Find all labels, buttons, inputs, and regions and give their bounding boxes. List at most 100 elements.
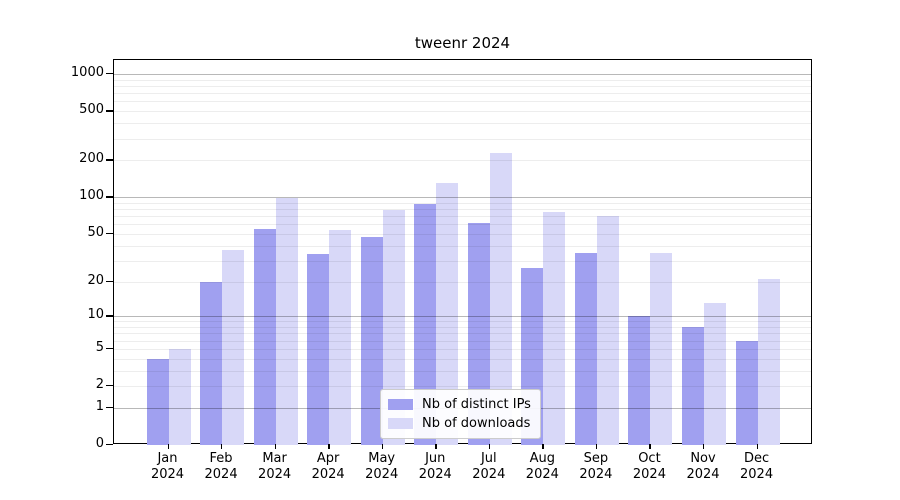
x-tick-mark-aug (542, 444, 544, 449)
bar-oct-downloads (650, 252, 673, 445)
x-tick-label-feb: Feb 2024 (204, 451, 238, 482)
gridline-minor-900 (114, 79, 811, 81)
y-tick-label-0: 0 (95, 436, 104, 451)
bar-dec-distinct-ips (735, 340, 758, 445)
y-tick-mark-500 (106, 110, 113, 112)
gridline-minor-40 (114, 245, 811, 247)
y-tick-mark-2 (106, 385, 113, 387)
bar-sep-downloads (596, 216, 619, 445)
x-tick-mark-nov (703, 444, 705, 449)
gridline-minor-300 (114, 138, 811, 140)
gridline-minor-60 (114, 224, 811, 226)
gridline-major-100 (114, 197, 811, 199)
bar-feb-downloads (222, 249, 245, 445)
gridline-minor-5 (114, 348, 811, 350)
bar-apr-downloads (329, 229, 352, 445)
y-tick-label-1000: 1000 (70, 65, 104, 80)
y-tick-label-200: 200 (79, 151, 104, 167)
x-tick-label-jan: Jan 2024 (150, 451, 185, 482)
y-tick-mark-0 (106, 444, 113, 446)
bar-sep-distinct-ips (574, 252, 597, 445)
bar-nov-distinct-ips (682, 327, 704, 445)
gridline-minor-20 (114, 281, 811, 283)
legend-label-distinct-ips: Nb of distinct IPs (422, 397, 531, 412)
gridline-minor-6 (114, 340, 811, 342)
plot-area (113, 59, 812, 445)
x-tick-label-apr: Apr 2024 (311, 451, 345, 482)
y-tick-mark-1000 (106, 73, 113, 75)
legend-swatch-downloads (388, 418, 413, 429)
y-tick-mark-100 (106, 196, 113, 198)
bar-jun-distinct-ips (414, 203, 437, 445)
gridline-minor-8 (114, 327, 811, 328)
gridline-minor-3 (114, 370, 811, 372)
gridline-minor-600 (114, 101, 811, 103)
x-tick-mark-mar (274, 444, 276, 449)
gridline-minor-80 (114, 209, 811, 211)
gridline-minor-500 (114, 111, 811, 113)
y-tick-mark-10 (106, 315, 113, 317)
gridline-minor-400 (114, 123, 811, 125)
bar-nov-downloads (704, 303, 726, 445)
bar-jun-downloads (436, 183, 459, 445)
chart-title: tweenr 2024 (414, 34, 511, 52)
y-tick-label-10: 10 (87, 307, 104, 323)
x-tick-label-oct: Oct 2024 (632, 451, 666, 482)
x-tick-mark-jan (167, 444, 169, 449)
legend: Nb of distinct IPs Nb of downloads (380, 389, 541, 439)
x-tick-label-mar: Mar 2024 (258, 451, 292, 482)
x-tick-mark-sep (595, 444, 598, 449)
x-tick-label-nov: Nov 2024 (686, 451, 720, 482)
x-tick-label-jun: Jun 2024 (418, 451, 452, 482)
x-tick-label-may: May 2024 (365, 451, 399, 482)
bar-dec-downloads (757, 279, 780, 445)
x-tick-mark-jul (488, 444, 491, 449)
bar-jul-downloads (489, 153, 512, 445)
y-tick-mark-20 (106, 280, 113, 282)
bar-mar-distinct-ips (253, 228, 276, 445)
x-tick-label-jul: Jul 2024 (472, 451, 506, 482)
grid-layer (114, 60, 811, 443)
gridline-minor-4 (114, 358, 811, 360)
legend-swatch-distinct-ips (388, 399, 413, 410)
gridline-minor-800 (114, 85, 811, 87)
x-tick-mark-feb (221, 444, 223, 449)
y-tick-label-20: 20 (87, 272, 104, 288)
y-tick-label-100: 100 (79, 188, 104, 204)
gridline-minor-9 (114, 321, 811, 323)
gridline-minor-90 (114, 202, 811, 204)
gridline-major-1000 (114, 74, 811, 75)
gridline-minor-70 (114, 216, 811, 218)
y-tick-label-5: 5 (95, 339, 104, 355)
x-tick-label-aug: Aug 2024 (525, 451, 559, 482)
y-tick-mark-5 (106, 347, 113, 350)
bar-oct-distinct-ips (628, 316, 651, 445)
gridline-minor-2 (114, 386, 811, 387)
x-tick-mark-oct (649, 444, 651, 449)
y-tick-label-500: 500 (79, 102, 104, 118)
y-tick-label-2: 2 (95, 377, 104, 392)
x-tick-mark-jun (435, 444, 437, 449)
x-tick-label-sep: Sep 2024 (579, 451, 613, 482)
y-tick-mark-1 (106, 406, 113, 409)
y-tick-mark-50 (106, 232, 113, 235)
legend-item-downloads: Nb of downloads (388, 414, 531, 433)
x-tick-label-dec: Dec 2024 (740, 451, 774, 482)
bar-feb-distinct-ips (200, 281, 223, 445)
legend-item-distinct-ips: Nb of distinct IPs (388, 395, 531, 414)
y-tick-mark-200 (106, 159, 113, 161)
gridline-minor-200 (114, 160, 811, 162)
y-tick-label-1: 1 (95, 398, 104, 414)
bar-jan-distinct-ips (146, 358, 169, 445)
x-tick-mark-apr (328, 444, 330, 449)
x-tick-mark-dec (756, 444, 758, 449)
legend-label-downloads: Nb of downloads (422, 416, 531, 431)
gridline-minor-700 (114, 93, 811, 95)
y-tick-label-50: 50 (87, 224, 104, 240)
bar-jan-downloads (168, 348, 191, 445)
x-tick-mark-may (381, 444, 384, 449)
gridline-major-10 (114, 316, 811, 318)
gridline-minor-50 (114, 233, 811, 235)
gridline-minor-7 (114, 333, 811, 335)
